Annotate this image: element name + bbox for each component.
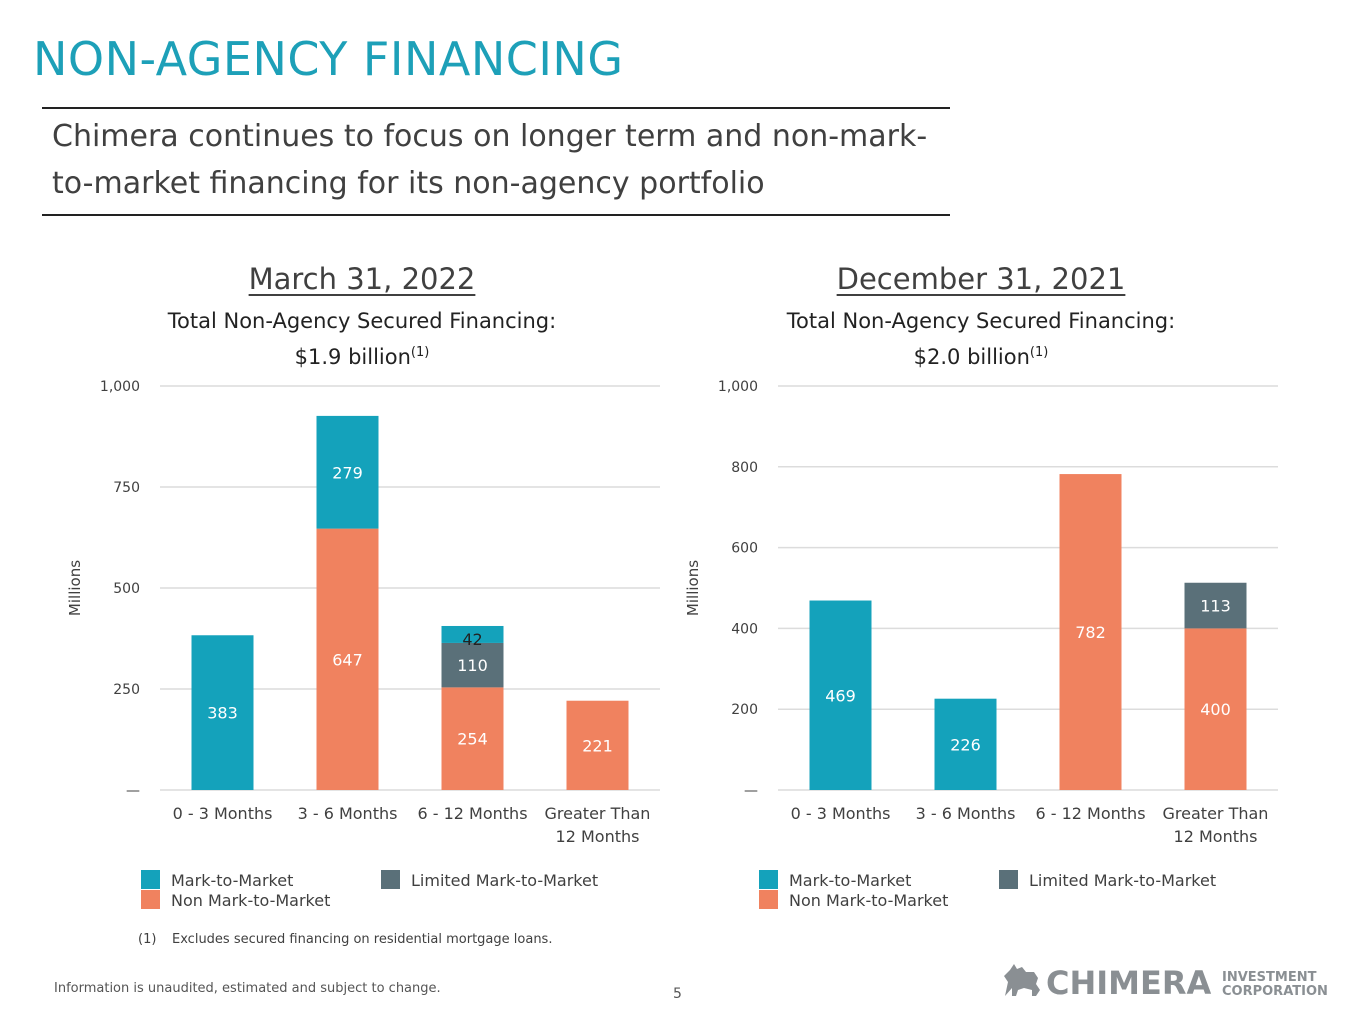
chart-2-y-tick-label: 600 — [731, 541, 758, 557]
chart-december-2021: Millions — 200 400 600 800 1,000 469 0 - 3 Month… — [684, 379, 1278, 846]
chart-2-y-tick-label: 800 — [731, 460, 758, 476]
chart-2-subtitle-footnote: (1) — [1029, 345, 1049, 360]
chart-1-y-tick-label: 500 — [113, 581, 140, 597]
legend-swatch-mark-to-market — [141, 870, 160, 889]
chart-1-x-tick-label: 3 - 6 Months — [298, 804, 398, 823]
disclaimer: Information is unaudited, estimated and … — [54, 981, 441, 996]
legend-swatch-non-mark-to-market — [141, 890, 160, 909]
chart-2-y-tick-label: 200 — [731, 702, 758, 718]
legend-label-non-mark-to-market: Non Mark-to-Market — [789, 891, 949, 910]
bottom-rule — [42, 214, 950, 216]
logo-wordmark: CHIMERA — [1046, 964, 1212, 1000]
chart-1-x-tick-label: 12 Months — [556, 827, 640, 846]
chart-2-x-tick-label: 6 - 12 Months — [1035, 804, 1145, 823]
footnote-marker: (1) — [138, 932, 157, 947]
chart-1-bar-mark_to_market — [441, 625, 504, 643]
chart-2-subtitle: Total Non-Agency Secured Financing: $2.0… — [721, 305, 1241, 373]
chart-march-2022: Millions — 250 500 750 1,000 383 0 - 3 Months 64… — [66, 379, 660, 846]
logo-sub-1: INVESTMENT — [1222, 970, 1317, 985]
chart-1-data-label: 221 — [582, 736, 613, 755]
chart-1-bar-non_mark_to_market — [316, 528, 379, 790]
chart-2-bar-limited_mark_to_market — [1184, 582, 1247, 629]
chart-2-data-label: 782 — [1075, 623, 1106, 642]
chart-2-x-tick-label: 0 - 3 Months — [791, 804, 891, 823]
chart-1-bar-non_mark_to_market — [566, 700, 629, 790]
chart-1-subtitle-line-1: Total Non-Agency Secured Financing: — [167, 309, 557, 333]
chimera-logo: CHIMERA INVESTMENT CORPORATION — [1004, 964, 1328, 1000]
chart-1-bar-non_mark_to_market — [441, 687, 504, 790]
chart-1-x-tick-label: 0 - 3 Months — [173, 804, 273, 823]
chart-2-data-label: 226 — [950, 735, 981, 754]
chart-1-y-tick-label: — — [126, 783, 140, 799]
legend-swatch-mark-to-market — [759, 870, 778, 889]
legend-label-limited-mark-to-market: Limited Mark-to-Market — [411, 871, 599, 890]
chart-1-y-tick-label: 250 — [113, 682, 140, 698]
logo-sub-2: CORPORATION — [1222, 984, 1328, 999]
chart-2-x-tick-label: 12 Months — [1174, 827, 1258, 846]
footnote: (1) Excludes secured financing on residen… — [138, 932, 552, 947]
chart-2-x-tick-label: Greater Than — [1163, 804, 1269, 823]
chart-2-data-label: 400 — [1200, 700, 1231, 719]
chart-1-bar-limited_mark_to_market — [441, 642, 504, 688]
chart-1-data-label: 279 — [332, 463, 363, 482]
chart-1-x-tick-label: 6 - 12 Months — [417, 804, 527, 823]
chart-1-data-label: 110 — [457, 656, 488, 675]
chart-2-bar-mark_to_market — [809, 600, 872, 790]
subtitle-line-2: to-market financing for its non-agency p… — [52, 166, 765, 201]
chart-2-bar-mark_to_market — [934, 698, 997, 790]
subtitle-line-1: Chimera continues to focus on longer ter… — [52, 119, 928, 154]
legend-label-limited-mark-to-market: Limited Mark-to-Market — [1029, 871, 1217, 890]
page-subtitle: Chimera continues to focus on longer ter… — [52, 113, 952, 207]
chart-1-bar-mark_to_market — [316, 415, 379, 529]
chart-2-y-tick-label: — — [744, 783, 758, 799]
chart-2-x-tick-label: 3 - 6 Months — [916, 804, 1016, 823]
page-title: NON-AGENCY FINANCING — [33, 32, 624, 86]
footnote-text: Excludes secured financing on residentia… — [172, 932, 553, 947]
chart-1-y-axis-title: Millions — [66, 560, 84, 616]
top-rule — [42, 107, 950, 109]
chart-2-y-axis-title: Millions — [684, 560, 702, 616]
legend-label-mark-to-market: Mark-to-Market — [171, 871, 294, 890]
chart-2-date: December 31, 2021 — [836, 262, 1126, 296]
chart-2-data-label: 469 — [825, 686, 856, 705]
legend-swatch-non-mark-to-market — [759, 890, 778, 909]
page-number: 5 — [673, 986, 682, 1002]
legend-label-mark-to-market: Mark-to-Market — [789, 871, 912, 890]
chart-2-subtitle-line-1: Total Non-Agency Secured Financing: — [786, 309, 1176, 333]
chart-2-y-tick-label: 400 — [731, 621, 758, 637]
chart-2-data-label: 113 — [1200, 597, 1231, 616]
chart-1-y-tick-label: 750 — [113, 480, 140, 496]
chart-1-bar-mark_to_market — [191, 635, 254, 790]
chart-1-data-label: 383 — [207, 704, 238, 723]
legend-label-non-mark-to-market: Non Mark-to-Market — [171, 891, 331, 910]
chart-1-y-tick-label: 1,000 — [100, 379, 140, 395]
legend-swatch-limited-mark-to-market — [999, 870, 1018, 889]
legend-swatch-limited-mark-to-market — [381, 870, 400, 889]
chart-1-data-label: 254 — [457, 730, 488, 749]
chart-1-subtitle-footnote: (1) — [410, 345, 430, 360]
chart-1-subtitle: Total Non-Agency Secured Financing: $1.9… — [102, 305, 622, 373]
chart-1-x-tick-label: Greater Than — [545, 804, 651, 823]
chart-1-data-label: 42 — [462, 630, 482, 649]
chart-2-subtitle-line-2: $2.0 billion — [913, 345, 1030, 369]
chart-2-y-tick-label: 1,000 — [718, 379, 758, 395]
chart-2-bar-non_mark_to_market — [1184, 628, 1247, 790]
chart-1-data-label: 647 — [332, 650, 363, 669]
chart-1-date: March 31, 2022 — [248, 262, 476, 296]
chart-2-bar-non_mark_to_market — [1059, 474, 1122, 790]
chart-1-subtitle-line-2: $1.9 billion — [294, 345, 411, 369]
chimera-logo-icon — [1004, 964, 1040, 996]
